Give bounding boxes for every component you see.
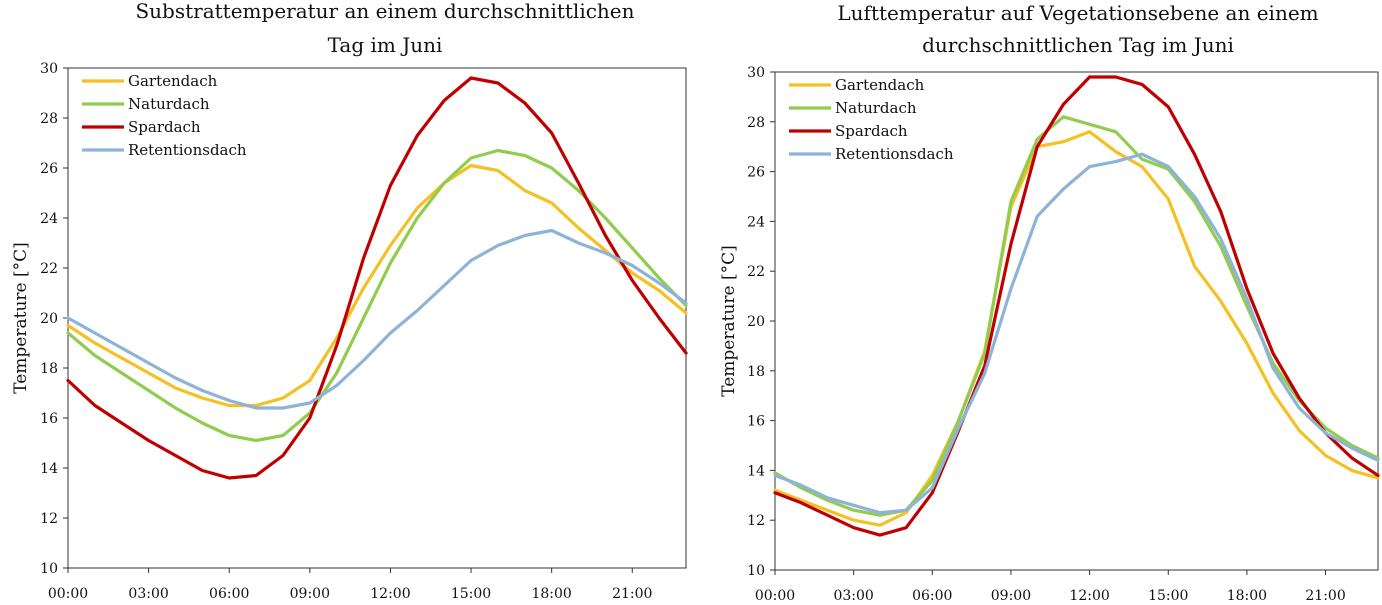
x-tick-label: 00:00 (48, 586, 88, 602)
y-tick-label: 28 (747, 115, 765, 131)
chart-title-line: Substrattemperatur an einem durchschnitt… (135, 0, 634, 23)
y-tick-label: 12 (747, 513, 765, 529)
chart-title-line: Tag im Juni (328, 33, 443, 57)
series-line-gartendach (773, 130, 1380, 527)
legend-label-gartendach: Gartendach (835, 76, 925, 94)
y-tick-label: 20 (40, 311, 58, 327)
y-tick-label: 18 (747, 364, 765, 380)
chart-title-line: durchschnittlichen Tag im Juni (922, 33, 1234, 57)
y-axis-label: Temperature [°C] (719, 245, 739, 397)
series-line-naturdach (66, 148, 688, 443)
x-tick-label: 09:00 (991, 588, 1031, 604)
x-tick-label: 18:00 (1227, 588, 1267, 604)
x-tick-label: 12:00 (1069, 588, 1109, 604)
y-tick-label: 16 (40, 411, 58, 427)
x-tick-label: 18:00 (531, 586, 571, 602)
series-line-retentionsdach (773, 152, 1380, 515)
legend-label-retentionsdach: Retentionsdach (128, 141, 247, 159)
y-tick-label: 14 (40, 461, 58, 477)
y-tick-label: 26 (40, 161, 58, 177)
y-tick-label: 24 (747, 214, 765, 230)
x-tick-label: 15:00 (451, 586, 491, 602)
y-tick-label: 18 (40, 361, 58, 377)
legend-label-naturdach: Naturdach (835, 99, 917, 117)
series-line-naturdach (773, 115, 1380, 517)
x-tick-label: 00:00 (755, 588, 795, 604)
x-tick-label: 15:00 (1148, 588, 1188, 604)
y-tick-label: 22 (747, 264, 765, 280)
chart-1: Substrattemperatur an einem durchschnitt… (11, 0, 688, 602)
y-tick-label: 16 (747, 414, 765, 430)
x-tick-label: 12:00 (370, 586, 410, 602)
x-tick-label: 03:00 (833, 588, 873, 604)
y-tick-label: 10 (747, 563, 765, 579)
chart-title-line: Lufttemperatur auf Vegetationsebene an e… (837, 1, 1318, 25)
series-line-spardach (773, 75, 1380, 537)
legend-label-spardach: Spardach (128, 118, 201, 136)
x-tick-label: 06:00 (209, 586, 249, 602)
series-line-retentionsdach (66, 228, 688, 410)
y-tick-label: 30 (747, 65, 765, 81)
series-line-spardach (66, 76, 688, 480)
y-tick-label: 28 (40, 111, 58, 127)
y-tick-label: 30 (40, 61, 58, 77)
y-tick-label: 24 (40, 211, 58, 227)
y-tick-label: 22 (40, 261, 58, 277)
legend-label-spardach: Spardach (835, 122, 908, 140)
y-tick-label: 26 (747, 165, 765, 181)
x-tick-label: 03:00 (128, 586, 168, 602)
legend-label-naturdach: Naturdach (128, 95, 210, 113)
x-tick-label: 09:00 (290, 586, 330, 602)
y-tick-label: 14 (747, 463, 765, 479)
x-tick-label: 06:00 (912, 588, 952, 604)
chart-2: Lufttemperatur auf Vegetationsebene an e… (719, 1, 1380, 604)
x-tick-label: 21:00 (612, 586, 652, 602)
y-tick-label: 12 (40, 511, 58, 527)
legend-label-retentionsdach: Retentionsdach (835, 145, 954, 163)
series-line-gartendach (66, 163, 688, 408)
legend-label-gartendach: Gartendach (128, 72, 218, 90)
y-tick-label: 10 (40, 561, 58, 577)
y-axis-label: Temperature [°C] (11, 242, 31, 394)
x-tick-label: 21:00 (1305, 588, 1345, 604)
y-tick-label: 20 (747, 314, 765, 330)
